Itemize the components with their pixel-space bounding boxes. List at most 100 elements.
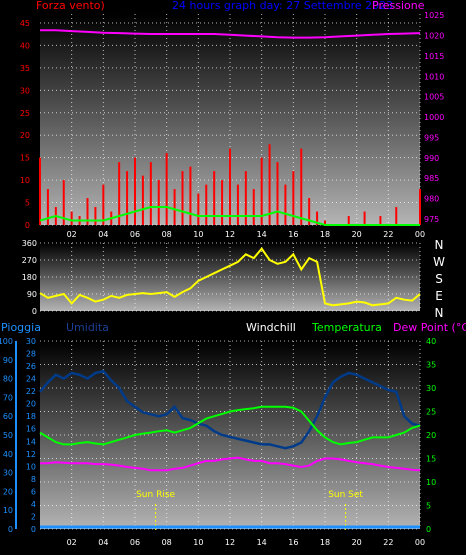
x-tick-label: 16: [288, 230, 298, 239]
direction-tick-label: 90: [27, 290, 37, 299]
humidity-tick-label: 50: [3, 431, 13, 440]
temperature-tick-label: 10: [426, 478, 436, 487]
pressure-tick-label: 985: [424, 174, 439, 183]
direction-tick-label: 360: [22, 239, 37, 248]
x-tick-label: 18: [320, 538, 330, 547]
humidity-tick-label: 0: [8, 525, 13, 534]
temperature-line: [39, 405, 421, 446]
pressure-line: [40, 29, 421, 39]
rain-tick-label: 4: [31, 500, 36, 509]
temperature-tick-label: 25: [426, 408, 436, 417]
humidity-label: Umidita: [66, 321, 109, 334]
x-tick-label: 04: [98, 230, 108, 239]
wind-tick-label: 15: [20, 154, 30, 163]
pressure-tick-label: 990: [424, 154, 439, 163]
pressure-axis-title: Pressione: [372, 0, 425, 12]
humidity-tick-label: 60: [3, 412, 13, 421]
x-tick-label: 00: [415, 230, 425, 239]
dewpoint-line: [40, 456, 421, 472]
rain-tick-label: 6: [31, 487, 36, 496]
rain-tick-label: 18: [26, 412, 36, 421]
x-tick-label: 02: [67, 538, 77, 547]
compass-label: S: [435, 272, 443, 286]
rain-tick-label: 12: [26, 450, 36, 459]
x-tick-label: 02: [67, 230, 77, 239]
wind-tick-label: 30: [20, 86, 30, 95]
pressure-tick-label: 980: [424, 195, 439, 204]
sun-set-label: Sun Set: [328, 490, 363, 500]
rain-tick-label: 16: [26, 425, 36, 434]
humidity-tick-label: 80: [3, 375, 13, 384]
rain-tick-label: 26: [26, 362, 36, 371]
x-tick-label: 08: [162, 538, 172, 547]
pressure-tick-label: 975: [424, 215, 439, 224]
rain-tick-label: 8: [31, 475, 36, 484]
rain-tick-label: 14: [26, 437, 36, 446]
x-tick-label: 20: [352, 230, 362, 239]
rain-tick-label: 10: [26, 462, 36, 471]
temperature-tick-label: 15: [426, 455, 436, 464]
wind-tick-label: 35: [20, 64, 30, 73]
humidity-tick-label: 70: [3, 393, 13, 402]
x-tick-label: 04: [98, 538, 108, 547]
wind-tick-label: 0: [25, 221, 30, 230]
pressure-tick-label: 1000: [424, 113, 444, 122]
x-tick-label: 10: [193, 538, 203, 547]
compass-label: N: [435, 238, 444, 252]
rain-tick-label: 30: [26, 337, 36, 346]
wind-direction-line: [39, 247, 421, 307]
rain-tick-label: 22: [26, 387, 36, 396]
humidity-tick-label: 100: [0, 337, 13, 346]
x-tick-label: 18: [320, 230, 330, 239]
humidity-tick-label: 40: [3, 450, 13, 459]
x-tick-label: 12: [225, 538, 235, 547]
wind-tick-label: 45: [20, 19, 30, 28]
rain-tick-label: 24: [26, 375, 36, 384]
chart-title: 24 hours graph day: 27 Settembre 2023: [172, 0, 393, 12]
rain-label: Pioggia: [1, 321, 41, 334]
x-tick-label: 22: [383, 230, 393, 239]
temperature-tick-label: 5: [426, 502, 431, 511]
humidity-tick-label: 20: [3, 487, 13, 496]
pressure-tick-label: 1015: [424, 52, 444, 61]
x-tick-label: 16: [288, 538, 298, 547]
humidity-line: [39, 369, 421, 450]
humidity-tick-label: 10: [3, 506, 13, 515]
pressure-tick-label: 1025: [424, 11, 444, 20]
x-tick-label: 00: [415, 538, 425, 547]
direction-tick-label: 180: [22, 273, 37, 282]
windchill-label: Windchill: [246, 321, 296, 334]
direction-tick-label: 0: [32, 307, 37, 316]
rain-tick-label: 28: [26, 350, 36, 359]
humidity-tick-label: 90: [3, 356, 13, 365]
x-tick-label: 06: [130, 538, 140, 547]
rain-tick-label: 20: [26, 400, 36, 409]
temperature-tick-label: 20: [426, 431, 436, 440]
temperature-tick-label: 30: [426, 384, 436, 393]
pressure-tick-label: 1010: [424, 72, 444, 81]
temperature-tick-label: 40: [426, 337, 436, 346]
x-tick-label: 20: [352, 538, 362, 547]
wind-tick-label: 5: [25, 199, 30, 208]
x-tick-label: 22: [383, 538, 393, 547]
compass-label: W: [433, 255, 445, 269]
wind-tick-label: 40: [20, 41, 30, 50]
pressure-tick-label: 1005: [424, 93, 444, 102]
dewpoint-label: Dew Point (°C): [393, 321, 466, 334]
compass-label: E: [435, 289, 443, 303]
rain-tick-label: 0: [31, 525, 36, 534]
wind-tick-label: 10: [20, 176, 30, 185]
x-tick-label: 12: [225, 230, 235, 239]
temperature-label: Temperatura: [311, 321, 382, 334]
humidity-tick-label: 30: [3, 469, 13, 478]
pressure-tick-label: 995: [424, 133, 439, 142]
temperature-tick-label: 0: [426, 525, 431, 534]
wind-speed-line: [39, 206, 420, 226]
temperature-tick-label: 35: [426, 361, 436, 370]
rain-tick-label: 2: [31, 512, 36, 521]
wind-tick-label: 20: [20, 131, 30, 140]
x-tick-label: 14: [257, 538, 267, 547]
compass-label: N: [435, 306, 444, 320]
sun-rise-label: Sun Rise: [136, 490, 175, 500]
